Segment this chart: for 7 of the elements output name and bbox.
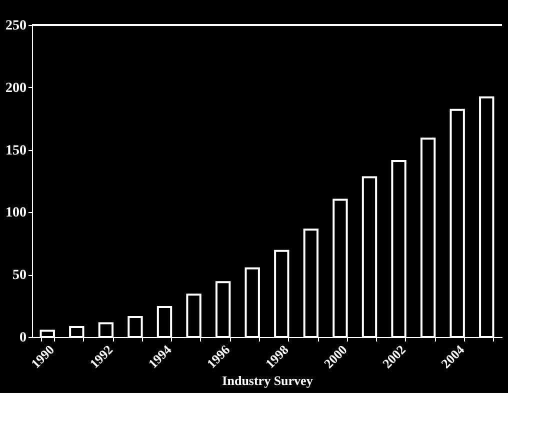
x-axis-title: Industry Survey [222, 373, 314, 388]
y-tick-label: 200 [6, 80, 26, 96]
y-tick-label: 0 [20, 330, 26, 346]
y-tick-label: 250 [6, 18, 26, 34]
y-tick-label: 150 [6, 143, 26, 158]
y-tick-label: 100 [6, 206, 26, 221]
y-tick-label: 50 [12, 268, 26, 284]
